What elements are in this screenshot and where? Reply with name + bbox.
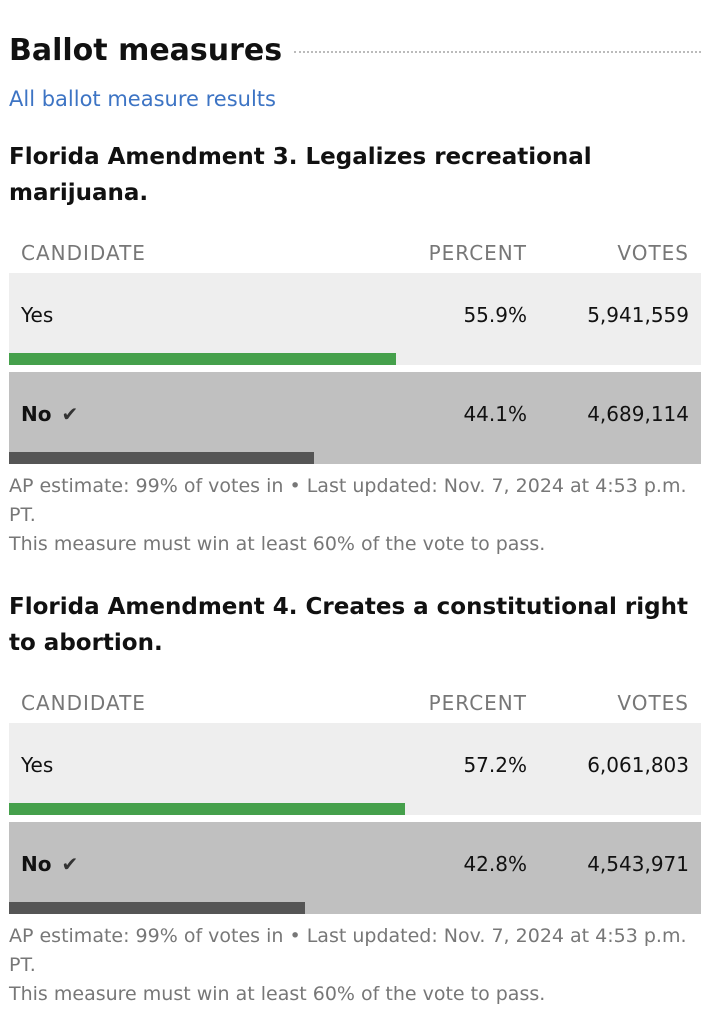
status-text: AP estimate: 99% of votes in • Last upda… — [9, 925, 687, 976]
option-name: Yes — [21, 303, 54, 327]
col-candidate: CANDIDATE — [21, 241, 146, 265]
option-name: No — [21, 402, 52, 426]
table-row-no: No ✔ 44.1% 4,689,114 — [9, 372, 701, 464]
option-percent: 55.9% — [463, 303, 527, 327]
percent-bar — [9, 452, 315, 464]
percent-bar — [9, 902, 306, 914]
col-votes: VOTES — [617, 691, 689, 715]
option-name: Yes — [21, 753, 54, 777]
option-votes: 4,543,971 — [587, 852, 689, 876]
measure-title: Florida Amendment 4. Creates a constitut… — [9, 594, 688, 656]
col-percent: PERCENT — [428, 691, 527, 715]
option-votes: 4,689,114 — [587, 402, 689, 426]
percent-bar — [9, 803, 405, 815]
percent-bar — [9, 353, 396, 365]
checkmark-icon: ✔ — [61, 852, 79, 876]
dotted-divider — [294, 51, 701, 53]
measure-title: Florida Amendment 3. Legalizes recreatio… — [9, 144, 592, 206]
option-votes: 5,941,559 — [587, 303, 689, 327]
col-votes: VOTES — [617, 241, 689, 265]
section-header: Ballot measures — [9, 25, 701, 75]
ballot-measure: Florida Amendment 4. Creates a constitut… — [9, 589, 701, 1009]
option-votes: 6,061,803 — [587, 753, 689, 777]
status-text: AP estimate: 99% of votes in • Last upda… — [9, 475, 687, 526]
checkmark-icon: ✔ — [61, 402, 79, 426]
table-row-yes: Yes 57.2% 6,061,803 — [9, 723, 701, 815]
option-percent: 57.2% — [463, 753, 527, 777]
table-row-yes: Yes 55.9% 5,941,559 — [9, 273, 701, 365]
col-candidate: CANDIDATE — [21, 691, 146, 715]
table-header: CANDIDATE PERCENT VOTES — [9, 233, 701, 273]
table-row-no: No ✔ 42.8% 4,543,971 — [9, 822, 701, 914]
table-header: CANDIDATE PERCENT VOTES — [9, 683, 701, 723]
pass-note: This measure must win at least 60% of th… — [9, 533, 546, 555]
option-percent: 42.8% — [463, 852, 527, 876]
col-percent: PERCENT — [428, 241, 527, 265]
option-percent: 44.1% — [463, 402, 527, 426]
all-results-link[interactable]: All ballot measure results — [9, 87, 276, 111]
ballot-measure: Florida Amendment 3. Legalizes recreatio… — [9, 139, 701, 559]
pass-note: This measure must win at least 60% of th… — [9, 983, 546, 1005]
option-name: No — [21, 852, 52, 876]
section-title: Ballot measures — [9, 32, 283, 68]
